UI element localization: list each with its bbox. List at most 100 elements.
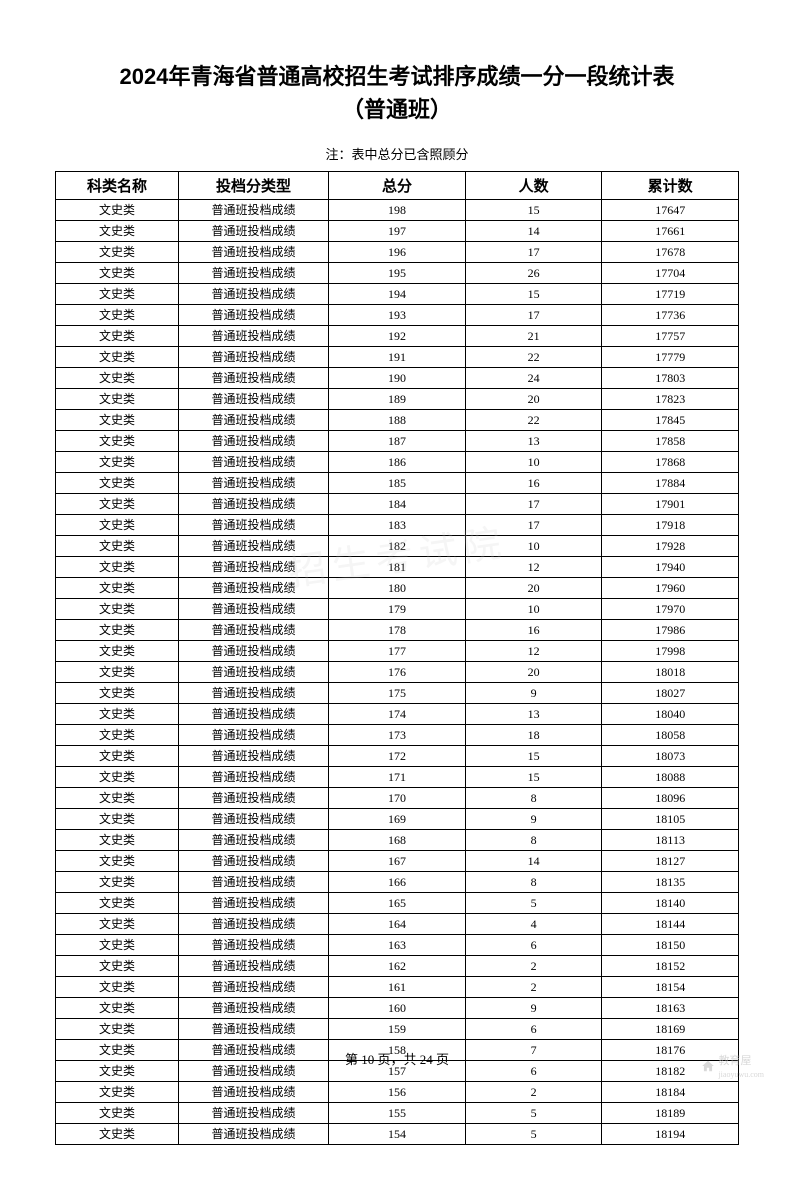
table-row: 文史类普通班投档成绩1912217779: [56, 347, 739, 368]
cell-score: 161: [329, 977, 466, 998]
cell-count: 5: [465, 1124, 602, 1145]
table-row: 文史类普通班投档成绩1851617884: [56, 473, 739, 494]
cell-type: 普通班投档成绩: [178, 305, 328, 326]
col-header-cumulative: 累计数: [602, 172, 739, 200]
cell-count: 5: [465, 893, 602, 914]
cell-category: 文史类: [56, 1019, 179, 1040]
cell-count: 20: [465, 662, 602, 683]
score-table: 科类名称 投档分类型 总分 人数 累计数 文史类普通班投档成绩198151764…: [55, 171, 739, 1145]
cell-count: 9: [465, 683, 602, 704]
cell-type: 普通班投档成绩: [178, 368, 328, 389]
table-row: 文史类普通班投档成绩162218152: [56, 956, 739, 977]
cell-category: 文史类: [56, 977, 179, 998]
cell-count: 22: [465, 410, 602, 431]
cell-score: 155: [329, 1103, 466, 1124]
cell-type: 普通班投档成绩: [178, 872, 328, 893]
cell-count: 8: [465, 788, 602, 809]
cell-score: 179: [329, 599, 466, 620]
cell-score: 176: [329, 662, 466, 683]
cell-cumulative: 18105: [602, 809, 739, 830]
cell-category: 文史类: [56, 683, 179, 704]
table-row: 文史类普通班投档成绩1961717678: [56, 242, 739, 263]
cell-count: 12: [465, 557, 602, 578]
cell-count: 6: [465, 1019, 602, 1040]
cell-score: 186: [329, 452, 466, 473]
cell-type: 普通班投档成绩: [178, 914, 328, 935]
cell-category: 文史类: [56, 914, 179, 935]
cell-count: 22: [465, 347, 602, 368]
cell-cumulative: 17970: [602, 599, 739, 620]
cell-type: 普通班投档成绩: [178, 326, 328, 347]
cell-count: 17: [465, 515, 602, 536]
cell-score: 195: [329, 263, 466, 284]
cell-category: 文史类: [56, 284, 179, 305]
cell-score: 169: [329, 809, 466, 830]
cell-type: 普通班投档成绩: [178, 284, 328, 305]
table-row: 文史类普通班投档成绩1831717918: [56, 515, 739, 536]
cell-type: 普通班投档成绩: [178, 536, 328, 557]
table-row: 文史类普通班投档成绩163618150: [56, 935, 739, 956]
page-footer: 第 10 页，共 24 页: [0, 1049, 794, 1068]
cell-type: 普通班投档成绩: [178, 746, 328, 767]
cell-type: 普通班投档成绩: [178, 1124, 328, 1145]
cell-count: 2: [465, 1082, 602, 1103]
cell-count: 24: [465, 368, 602, 389]
cell-score: 193: [329, 305, 466, 326]
cell-count: 13: [465, 704, 602, 725]
cell-score: 184: [329, 494, 466, 515]
document-note: 注：表中总分已含照顾分: [55, 144, 739, 163]
cell-count: 8: [465, 872, 602, 893]
cell-type: 普通班投档成绩: [178, 935, 328, 956]
cell-cumulative: 17757: [602, 326, 739, 347]
cell-category: 文史类: [56, 515, 179, 536]
table-row: 文史类普通班投档成绩1762018018: [56, 662, 739, 683]
cell-count: 9: [465, 809, 602, 830]
cell-cumulative: 18127: [602, 851, 739, 872]
cell-category: 文史类: [56, 662, 179, 683]
cell-count: 13: [465, 431, 602, 452]
cell-category: 文史类: [56, 746, 179, 767]
cell-cumulative: 18150: [602, 935, 739, 956]
table-header-row: 科类名称 投档分类型 总分 人数 累计数: [56, 172, 739, 200]
cell-cumulative: 18088: [602, 767, 739, 788]
cell-cumulative: 17928: [602, 536, 739, 557]
cell-type: 普通班投档成绩: [178, 1082, 328, 1103]
cell-cumulative: 17868: [602, 452, 739, 473]
cell-cumulative: 17986: [602, 620, 739, 641]
cell-count: 10: [465, 536, 602, 557]
document-title: 2024年青海省普通高校招生考试排序成绩一分一段统计表 （普通班）: [55, 60, 739, 126]
table-row: 文史类普通班投档成绩1711518088: [56, 767, 739, 788]
cell-type: 普通班投档成绩: [178, 578, 328, 599]
cell-category: 文史类: [56, 704, 179, 725]
cell-category: 文史类: [56, 935, 179, 956]
cell-category: 文史类: [56, 326, 179, 347]
cell-category: 文史类: [56, 368, 179, 389]
cell-type: 普通班投档成绩: [178, 515, 328, 536]
cell-score: 154: [329, 1124, 466, 1145]
table-row: 文史类普通班投档成绩1922117757: [56, 326, 739, 347]
cell-cumulative: 18018: [602, 662, 739, 683]
cell-type: 普通班投档成绩: [178, 704, 328, 725]
cell-type: 普通班投档成绩: [178, 809, 328, 830]
cell-type: 普通班投档成绩: [178, 452, 328, 473]
cell-category: 文史类: [56, 221, 179, 242]
cell-count: 15: [465, 767, 602, 788]
cell-category: 文史类: [56, 851, 179, 872]
cell-score: 197: [329, 221, 466, 242]
cell-category: 文史类: [56, 431, 179, 452]
cell-score: 160: [329, 998, 466, 1019]
col-header-type: 投档分类型: [178, 172, 328, 200]
table-row: 文史类普通班投档成绩169918105: [56, 809, 739, 830]
cell-score: 182: [329, 536, 466, 557]
cell-cumulative: 17661: [602, 221, 739, 242]
table-row: 文史类普通班投档成绩166818135: [56, 872, 739, 893]
cell-cumulative: 17858: [602, 431, 739, 452]
table-row: 文史类普通班投档成绩1981517647: [56, 200, 739, 221]
cell-category: 文史类: [56, 494, 179, 515]
cell-cumulative: 17901: [602, 494, 739, 515]
cell-category: 文史类: [56, 305, 179, 326]
cell-score: 159: [329, 1019, 466, 1040]
table-row: 文史类普通班投档成绩1731818058: [56, 725, 739, 746]
cell-type: 普通班投档成绩: [178, 851, 328, 872]
cell-cumulative: 18140: [602, 893, 739, 914]
